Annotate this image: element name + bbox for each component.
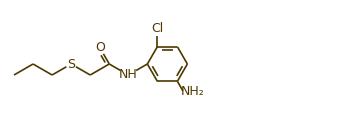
Text: NH: NH bbox=[119, 69, 138, 81]
Text: O: O bbox=[95, 41, 105, 54]
Text: S: S bbox=[67, 58, 75, 70]
Text: NH₂: NH₂ bbox=[181, 85, 205, 98]
Text: Cl: Cl bbox=[151, 22, 164, 35]
